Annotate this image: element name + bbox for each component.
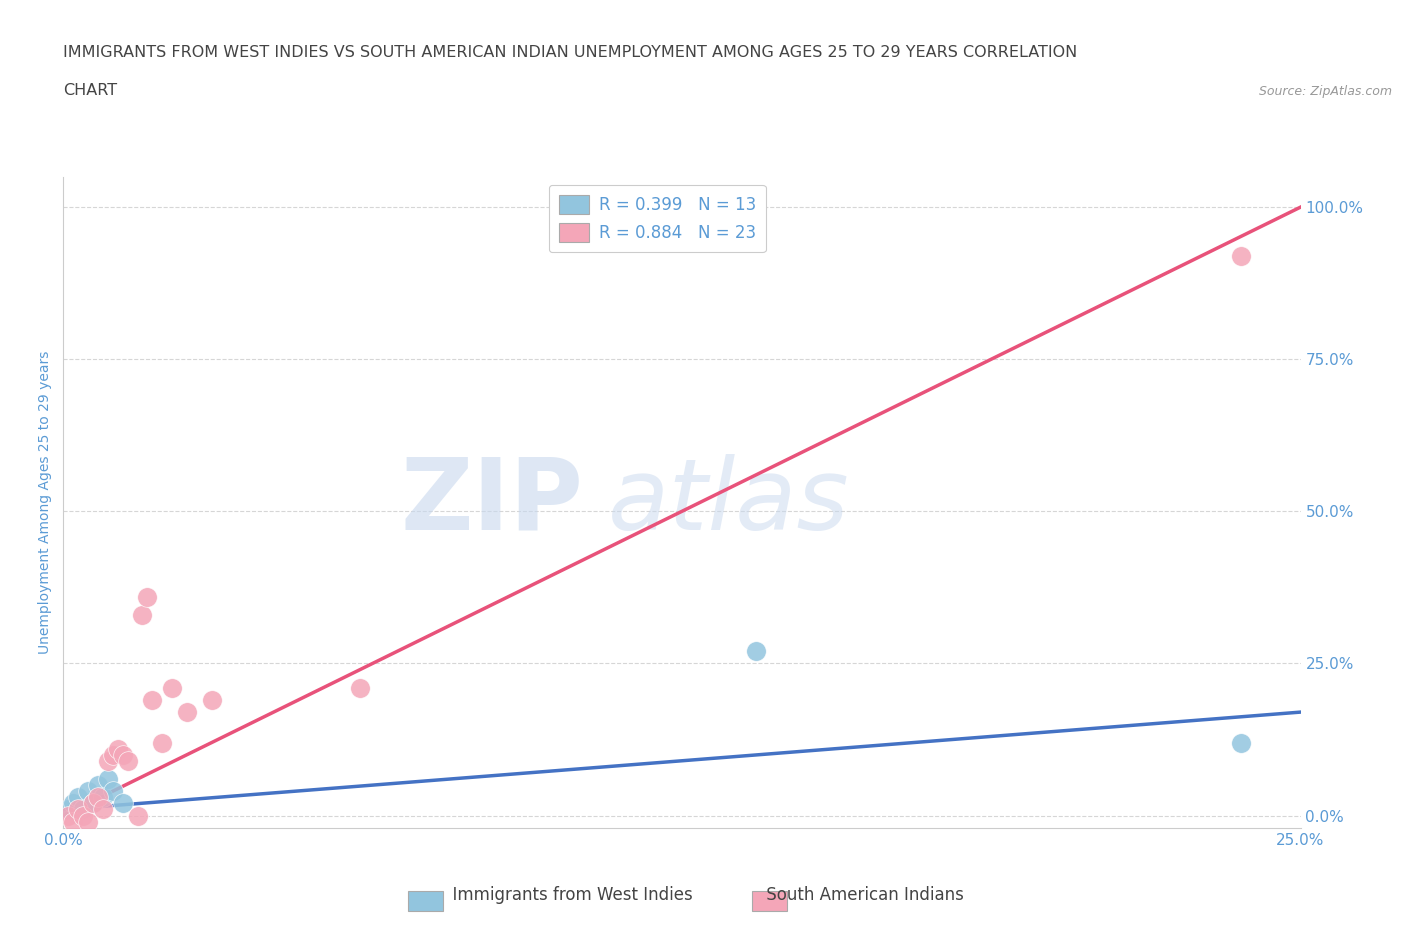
Point: [72, 802, 94, 817]
Point: [91, 790, 114, 804]
Point: [67, 802, 90, 817]
Point: [62, 796, 84, 811]
Text: IMMIGRANTS FROM WEST INDIES VS SOUTH AMERICAN INDIAN UNEMPLOYMENT AMONG AGES 25 : IMMIGRANTS FROM WEST INDIES VS SOUTH AME…: [63, 46, 1077, 60]
Text: Source: ZipAtlas.com: Source: ZipAtlas.com: [1258, 85, 1392, 98]
Point: [72, 808, 94, 823]
Y-axis label: Unemployment Among Ages 25 to 29 years: Unemployment Among Ages 25 to 29 years: [38, 351, 52, 654]
Point: [87, 777, 110, 792]
Point: [67, 790, 90, 804]
Point: [160, 681, 183, 696]
Point: [111, 796, 134, 811]
Point: [82, 796, 104, 811]
Point: [1230, 248, 1253, 263]
Point: [101, 784, 124, 799]
Point: [58, 802, 80, 817]
Text: ZIP: ZIP: [401, 454, 583, 551]
Point: [97, 753, 120, 768]
Point: [82, 796, 104, 811]
Point: [349, 681, 371, 696]
Point: [87, 790, 110, 804]
Point: [136, 589, 159, 604]
Point: [97, 772, 120, 787]
Legend: R = 0.399   N = 13, R = 0.884   N = 23: R = 0.399 N = 13, R = 0.884 N = 23: [548, 185, 766, 252]
Point: [111, 747, 134, 762]
Point: [127, 808, 149, 823]
Text: Immigrants from West Indies              South American Indians: Immigrants from West Indies South Americ…: [441, 886, 965, 904]
Point: [62, 814, 84, 829]
Point: [201, 693, 224, 708]
Point: [107, 741, 129, 756]
Text: atlas: atlas: [607, 454, 849, 551]
Text: CHART: CHART: [63, 83, 117, 98]
Point: [150, 735, 173, 750]
Point: [77, 784, 100, 799]
Point: [117, 753, 139, 768]
Point: [1230, 735, 1253, 750]
Point: [91, 802, 114, 817]
Point: [745, 644, 768, 658]
Point: [101, 747, 124, 762]
Point: [176, 705, 198, 720]
Point: [131, 607, 153, 622]
Point: [77, 814, 100, 829]
Point: [141, 693, 163, 708]
Point: [58, 808, 80, 823]
